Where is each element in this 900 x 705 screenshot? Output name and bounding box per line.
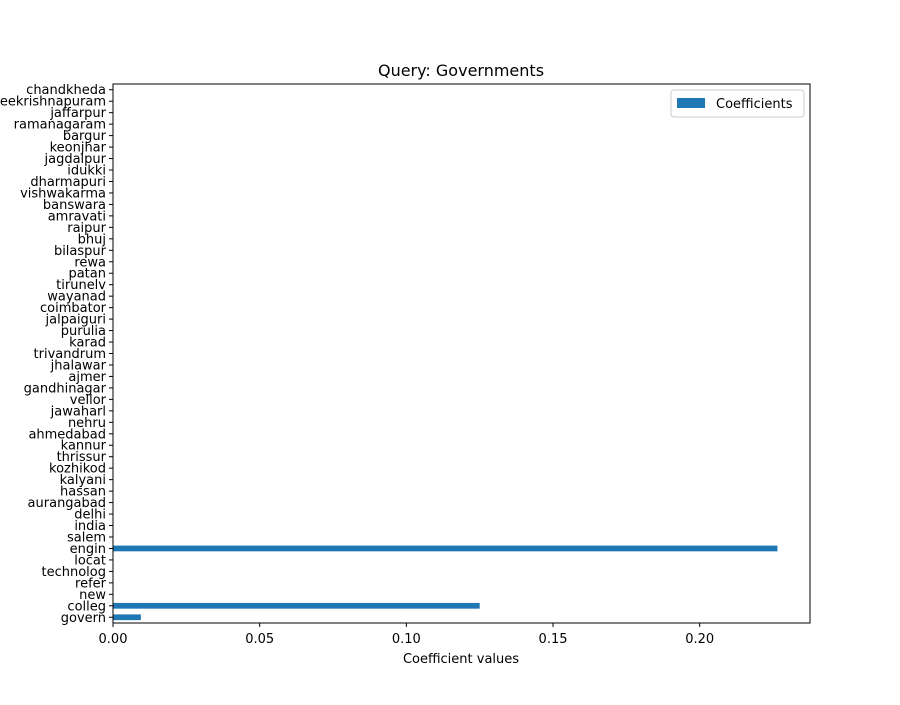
y-tick-label-salem: salem	[67, 530, 106, 545]
y-tick-label-ajmer: ajmer	[68, 370, 106, 385]
y-tick-label-locat: locat	[74, 553, 106, 568]
legend: Coefficients	[670, 89, 805, 118]
y-tick-label-kalyani: kalyani	[60, 473, 106, 488]
y-tick-label-colleg: colleg	[67, 599, 106, 614]
x-axis-label: Coefficient values	[403, 652, 519, 667]
y-tick-label-kozhikod: kozhikod	[49, 462, 106, 477]
y-tick-label-sreekrishnapuram: sreekrishnapuram	[0, 95, 106, 110]
y-tick-label-vishwakarma: vishwakarma	[20, 186, 106, 201]
y-tick-label-purulia: purulia	[61, 324, 106, 339]
y-tick-label-refer: refer	[75, 576, 107, 591]
y-tick-label-thrissur: thrissur	[57, 450, 107, 465]
legend-label: Coefficients	[716, 97, 793, 112]
y-tick-label-delhi: delhi	[74, 508, 106, 523]
x-tick-label: 0.00	[99, 632, 128, 647]
y-tick-label-jawaharl: jawaharl	[50, 404, 106, 419]
y-tick-label-raipur: raipur	[67, 221, 106, 236]
y-tick-label-technolog: technolog	[42, 565, 107, 580]
x-tick-label: 0.05	[245, 632, 274, 647]
y-tick-label-jagdalpur: jagdalpur	[44, 152, 107, 167]
y-tick-label-coimbator: coimbator	[40, 301, 107, 316]
y-tick-label-keonjhar: keonjhar	[50, 141, 107, 156]
y-tick-label-ahmedabad: ahmedabad	[28, 427, 106, 442]
y-tick-label-jaffarpur: jaffarpur	[49, 106, 106, 121]
y-axis: governcollegnewrefertechnologlocatengins…	[0, 83, 113, 626]
y-tick-label-engin: engin	[70, 542, 106, 557]
legend-swatch	[677, 98, 705, 108]
y-tick-label-trivandrum: trivandrum	[34, 347, 106, 362]
y-tick-label-karad: karad	[69, 336, 106, 351]
y-tick-label-nehru: nehru	[68, 416, 106, 431]
y-tick-label-bilaspur: bilaspur	[54, 244, 107, 259]
y-tick-label-patan: patan	[68, 267, 106, 282]
y-tick-label-jhalawar: jhalawar	[50, 358, 107, 373]
legend-box	[670, 89, 805, 118]
y-tick-label-dharmapuri: dharmapuri	[30, 175, 106, 190]
bar-govern	[113, 614, 141, 621]
y-tick-label-ramanagaram: ramanagaram	[14, 118, 106, 133]
y-tick-label-hassan: hassan	[60, 485, 106, 500]
plot-frame	[112, 83, 811, 624]
x-tick-label: 0.15	[539, 632, 568, 647]
y-tick-label-chandkheda: chandkheda	[26, 83, 106, 98]
bar-engin	[113, 545, 778, 552]
x-tick-label: 0.10	[392, 632, 421, 647]
chart-title: Query: Governments	[378, 61, 544, 80]
bars-layer	[113, 545, 778, 621]
y-tick-label-bhuj: bhuj	[78, 232, 106, 247]
y-tick-label-tirunelv: tirunelv	[56, 278, 106, 293]
y-tick-label-jalpaiguri: jalpaiguri	[45, 313, 106, 328]
y-tick-label-india: india	[74, 519, 106, 534]
y-tick-label-kannur: kannur	[61, 439, 107, 454]
y-tick-label-amravati: amravati	[48, 209, 106, 224]
y-tick-label-idukki: idukki	[67, 164, 106, 179]
y-tick-label-vellor: vellor	[70, 393, 107, 408]
y-tick-label-bargur: bargur	[63, 129, 107, 144]
y-tick-label-banswara: banswara	[43, 198, 106, 213]
y-tick-label-aurangabad: aurangabad	[28, 496, 106, 511]
y-tick-label-wayanad: wayanad	[47, 290, 106, 305]
y-tick-label-rewa: rewa	[74, 255, 106, 270]
y-tick-label-new: new	[79, 588, 106, 603]
y-tick-label-govern: govern	[61, 611, 106, 626]
x-axis: 0.00 0.05 0.10 0.15 0.20	[99, 623, 714, 647]
x-tick-label: 0.20	[685, 632, 714, 647]
bar-colleg	[113, 602, 480, 609]
y-tick-label-gandhinagar: gandhinagar	[24, 381, 107, 396]
